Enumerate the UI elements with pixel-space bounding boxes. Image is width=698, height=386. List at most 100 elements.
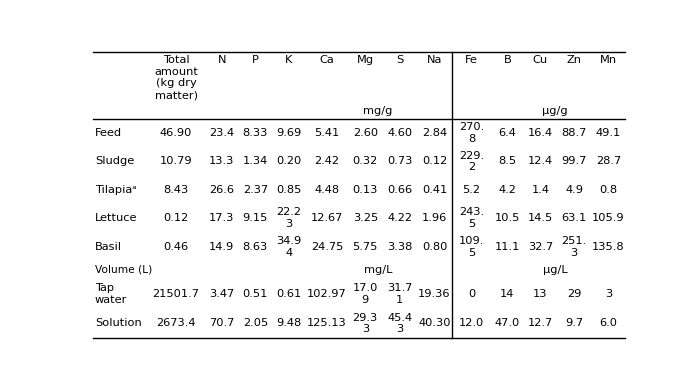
Text: 5.75: 5.75 bbox=[352, 242, 378, 252]
Text: Volume (L): Volume (L) bbox=[96, 265, 153, 275]
Text: Total
amount
(kg dry
matter): Total amount (kg dry matter) bbox=[154, 55, 198, 100]
Text: 4.2: 4.2 bbox=[498, 185, 517, 195]
Text: Solution: Solution bbox=[95, 318, 142, 328]
Text: 4.48: 4.48 bbox=[314, 185, 339, 195]
Text: Basil: Basil bbox=[95, 242, 122, 252]
Text: 14.5: 14.5 bbox=[528, 213, 553, 223]
Text: 14: 14 bbox=[500, 289, 514, 299]
Text: 0.85: 0.85 bbox=[276, 185, 302, 195]
Text: 11.1: 11.1 bbox=[495, 242, 520, 252]
Text: 0.51: 0.51 bbox=[243, 289, 268, 299]
Text: 229.
2: 229. 2 bbox=[459, 151, 484, 172]
Text: Mn: Mn bbox=[600, 55, 617, 65]
Text: 0.80: 0.80 bbox=[422, 242, 447, 252]
Text: 46.90: 46.90 bbox=[160, 128, 193, 138]
Text: 13: 13 bbox=[533, 289, 548, 299]
Text: 17.3: 17.3 bbox=[209, 213, 235, 223]
Text: 4.60: 4.60 bbox=[387, 128, 412, 138]
Text: B: B bbox=[503, 55, 511, 65]
Text: Mg: Mg bbox=[357, 55, 374, 65]
Text: μg/g: μg/g bbox=[542, 106, 568, 116]
Text: 2.60: 2.60 bbox=[352, 128, 378, 138]
Text: 3.38: 3.38 bbox=[387, 242, 413, 252]
Text: 29: 29 bbox=[567, 289, 581, 299]
Text: 29.3
3: 29.3 3 bbox=[352, 313, 378, 334]
Text: 109.
5: 109. 5 bbox=[459, 236, 484, 257]
Text: 243.
5: 243. 5 bbox=[459, 207, 484, 229]
Text: 99.7: 99.7 bbox=[561, 156, 587, 166]
Text: 19.36: 19.36 bbox=[418, 289, 451, 299]
Text: 0.41: 0.41 bbox=[422, 185, 447, 195]
Text: 0.13: 0.13 bbox=[352, 185, 378, 195]
Text: 31.7
1: 31.7 1 bbox=[387, 283, 413, 305]
Text: 12.0: 12.0 bbox=[459, 318, 484, 328]
Text: 2673.4: 2673.4 bbox=[156, 318, 196, 328]
Text: Fe: Fe bbox=[465, 55, 478, 65]
Text: Cu: Cu bbox=[533, 55, 548, 65]
Text: 23.4: 23.4 bbox=[209, 128, 235, 138]
Text: 105.9: 105.9 bbox=[592, 213, 625, 223]
Text: 0.61: 0.61 bbox=[276, 289, 302, 299]
Text: 8.43: 8.43 bbox=[163, 185, 188, 195]
Text: 26.6: 26.6 bbox=[209, 185, 234, 195]
Text: 40.30: 40.30 bbox=[418, 318, 451, 328]
Text: 102.97: 102.97 bbox=[307, 289, 347, 299]
Text: 17.0
9: 17.0 9 bbox=[352, 283, 378, 305]
Text: Tap
water: Tap water bbox=[95, 283, 127, 305]
Text: 12.4: 12.4 bbox=[528, 156, 553, 166]
Text: 6.0: 6.0 bbox=[600, 318, 617, 328]
Text: Ca: Ca bbox=[320, 55, 334, 65]
Text: 10.5: 10.5 bbox=[495, 213, 520, 223]
Text: 0.46: 0.46 bbox=[163, 242, 188, 252]
Text: Sludge: Sludge bbox=[95, 156, 134, 166]
Text: 0: 0 bbox=[468, 289, 475, 299]
Text: 13.3: 13.3 bbox=[209, 156, 235, 166]
Text: mg/L: mg/L bbox=[364, 265, 392, 275]
Text: K: K bbox=[285, 55, 292, 65]
Text: 2.37: 2.37 bbox=[243, 185, 268, 195]
Text: 8.33: 8.33 bbox=[243, 128, 268, 138]
Text: 12.67: 12.67 bbox=[311, 213, 343, 223]
Text: 9.7: 9.7 bbox=[565, 318, 583, 328]
Text: 32.7: 32.7 bbox=[528, 242, 553, 252]
Text: 0.66: 0.66 bbox=[387, 185, 412, 195]
Text: 70.7: 70.7 bbox=[209, 318, 235, 328]
Text: 4.22: 4.22 bbox=[387, 213, 412, 223]
Text: 49.1: 49.1 bbox=[595, 128, 621, 138]
Text: 9.48: 9.48 bbox=[276, 318, 302, 328]
Text: 1.34: 1.34 bbox=[243, 156, 268, 166]
Text: 8.63: 8.63 bbox=[243, 242, 268, 252]
Text: 2.84: 2.84 bbox=[422, 128, 447, 138]
Text: Lettuce: Lettuce bbox=[95, 213, 138, 223]
Text: 1.4: 1.4 bbox=[531, 185, 549, 195]
Text: 1.96: 1.96 bbox=[422, 213, 447, 223]
Text: 0.12: 0.12 bbox=[163, 213, 188, 223]
Text: 12.7: 12.7 bbox=[528, 318, 553, 328]
Text: 3.47: 3.47 bbox=[209, 289, 235, 299]
Text: Tilapiaᵃ: Tilapiaᵃ bbox=[95, 185, 136, 195]
Text: 88.7: 88.7 bbox=[561, 128, 587, 138]
Text: 14.9: 14.9 bbox=[209, 242, 235, 252]
Text: N: N bbox=[217, 55, 226, 65]
Text: μg/L: μg/L bbox=[543, 265, 567, 275]
Text: 4.9: 4.9 bbox=[565, 185, 583, 195]
Text: 0.8: 0.8 bbox=[600, 185, 618, 195]
Text: 9.69: 9.69 bbox=[276, 128, 302, 138]
Text: 16.4: 16.4 bbox=[528, 128, 553, 138]
Text: 0.32: 0.32 bbox=[352, 156, 378, 166]
Text: 0.20: 0.20 bbox=[276, 156, 302, 166]
Text: 0.73: 0.73 bbox=[387, 156, 413, 166]
Text: 34.9
4: 34.9 4 bbox=[276, 236, 302, 257]
Text: 21501.7: 21501.7 bbox=[153, 289, 200, 299]
Text: 22.2
3: 22.2 3 bbox=[276, 207, 302, 229]
Text: 24.75: 24.75 bbox=[311, 242, 343, 252]
Text: 63.1: 63.1 bbox=[561, 213, 587, 223]
Text: 45.4
3: 45.4 3 bbox=[387, 313, 412, 334]
Text: 135.8: 135.8 bbox=[592, 242, 625, 252]
Text: Na: Na bbox=[426, 55, 442, 65]
Text: 8.5: 8.5 bbox=[498, 156, 517, 166]
Text: 3.25: 3.25 bbox=[352, 213, 378, 223]
Text: 2.42: 2.42 bbox=[315, 156, 339, 166]
Text: 251.
3: 251. 3 bbox=[561, 236, 587, 257]
Text: P: P bbox=[252, 55, 259, 65]
